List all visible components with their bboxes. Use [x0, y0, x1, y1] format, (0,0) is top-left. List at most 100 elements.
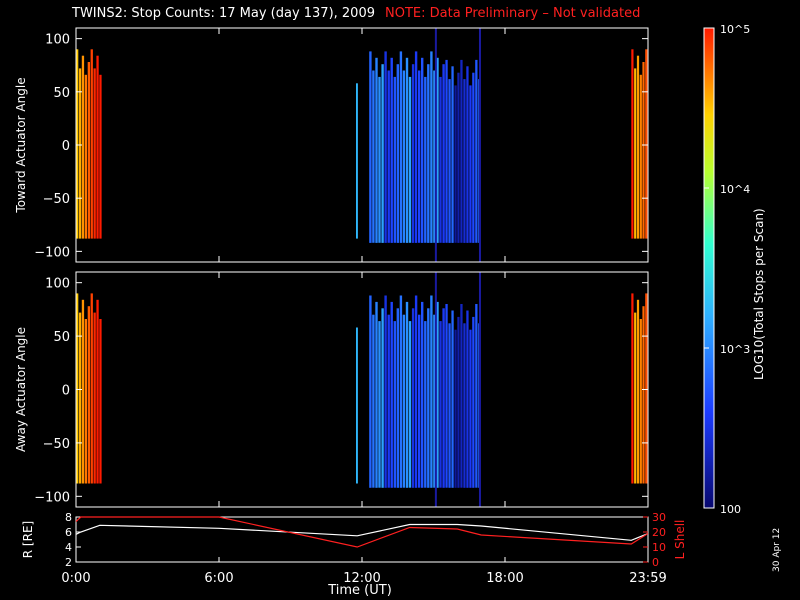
heatmap-cell [439, 76, 442, 243]
heatmap-cell [421, 301, 424, 488]
heatmap-cell [356, 327, 358, 484]
heatmap-cell [387, 70, 390, 243]
heatmap-cell [402, 70, 406, 243]
y-tick-label: −50 [43, 192, 70, 207]
heatmap-cell [393, 321, 396, 488]
x-tick-label: 18:00 [486, 571, 523, 586]
heatmap-cell [78, 312, 82, 484]
heatmap-cell [472, 316, 475, 488]
y-tick-label: 4 [65, 541, 72, 554]
heatmap-cell [636, 299, 640, 484]
colorbar: 10^5 10^4 10^3 100 [703, 23, 750, 516]
heatmap-cell [433, 70, 436, 243]
heatmap-cell [356, 83, 358, 239]
orbit-y-axis-label: R [RE] [21, 521, 35, 558]
heatmap-cell [418, 314, 421, 488]
x-tick-label: 0:00 [61, 571, 90, 586]
heatmap-cell [631, 293, 634, 484]
x-tick-label: 6:00 [204, 571, 233, 586]
y-axis-label: Toward Actuator Angle [14, 77, 28, 213]
y-tick-label: −50 [43, 437, 70, 452]
heatmap-cell [375, 57, 378, 243]
heatmap-cell [433, 314, 436, 488]
y-tick-label: −100 [34, 490, 70, 505]
heatmap-cell [469, 85, 472, 243]
heatmap-cell [408, 321, 412, 488]
heatmap-cell [90, 293, 93, 484]
heatmap-cell [396, 64, 399, 243]
heatmap-cell [460, 304, 463, 488]
chart-title: TWINS2: Stop Counts: 17 May (day 137), 2… [72, 6, 640, 21]
heatmap-cell [642, 62, 645, 239]
y-tick-label-right: 30 [652, 511, 666, 524]
heatmap-cell [475, 59, 478, 243]
heatmap-cell [469, 329, 472, 488]
colorbar-tick-label: 10^4 [720, 183, 750, 196]
y-tick-label-right: 0 [652, 556, 659, 569]
heatmap-cell [418, 70, 421, 243]
orbit-frame [75, 516, 649, 563]
heatmap-cell [99, 319, 102, 484]
heatmap-cell [424, 76, 427, 243]
heatmap-cell [90, 49, 93, 239]
heatmap-cell [411, 64, 415, 243]
heatmap-cell [96, 299, 99, 484]
heatmap-cell [414, 295, 418, 488]
y-tick-label: 100 [45, 33, 70, 48]
heatmap-cell [384, 51, 387, 243]
heatmap-cell [427, 64, 430, 243]
heatmap-cell [457, 316, 460, 488]
plot-background [76, 28, 648, 262]
heatmap-cell [642, 306, 645, 484]
heatmap-cell [448, 323, 451, 488]
heatmap-cell [457, 72, 460, 243]
heatmap-cell [381, 64, 384, 243]
preliminary-note: NOTE: Data Preliminary – Not validated [385, 6, 641, 21]
heatmap-cell [466, 66, 469, 243]
heatmap-cell [81, 55, 85, 239]
heatmap-cell [87, 62, 90, 239]
heatmap-cell [634, 312, 637, 484]
heatmap-cell [414, 51, 418, 243]
heatmap-cell [472, 72, 475, 243]
y-tick-label: 6 [65, 526, 72, 539]
heatmap-cell [463, 323, 466, 488]
heatmap-cell [381, 308, 384, 488]
y-axis-label: Away Actuator Angle [14, 327, 28, 452]
colorbar-tick-label: 10^3 [720, 343, 750, 356]
heatmap-cell [399, 51, 403, 243]
colorbar-gradient [703, 27, 715, 509]
heatmap-cell [378, 321, 381, 488]
heatmap-cell [378, 76, 381, 243]
heatmap-cell [408, 76, 412, 243]
orbit-y-axis-label-right: L Shell [673, 520, 687, 560]
x-tick-label: 12:00 [343, 571, 380, 586]
heatmap-cell [427, 308, 430, 488]
y-tick-label: 100 [45, 277, 70, 292]
heatmap-cell [445, 304, 448, 488]
heatmap-cell [390, 57, 393, 243]
heatmap-cell [436, 57, 439, 243]
y-tick-label: 0 [62, 139, 70, 154]
heatmap-cell [87, 306, 90, 484]
heatmap-cell [439, 321, 442, 488]
heatmap-cell [78, 68, 82, 239]
heatmap-cell [460, 59, 463, 243]
y-tick-label: 8 [65, 511, 72, 524]
heatmap-cell [375, 301, 378, 488]
heatmap-cell [463, 79, 466, 243]
heatmap-cell [405, 57, 409, 243]
heatmap-cell [396, 308, 399, 488]
lshell-line [75, 516, 649, 548]
heatmap-cell [436, 301, 439, 488]
plot-background [76, 272, 648, 507]
heatmap-cell [369, 51, 372, 243]
y-tick-label: 50 [53, 86, 70, 101]
colorbar-tick-label: 10^5 [720, 23, 750, 36]
colorbar-label: LOG10(Total Stops per Scan) [752, 208, 766, 380]
heatmap-cell [93, 312, 96, 484]
heatmap-cell [639, 319, 642, 484]
heatmap-cell [81, 299, 85, 484]
heatmap-cell [96, 55, 99, 239]
y-tick-label-right: 10 [652, 541, 666, 554]
